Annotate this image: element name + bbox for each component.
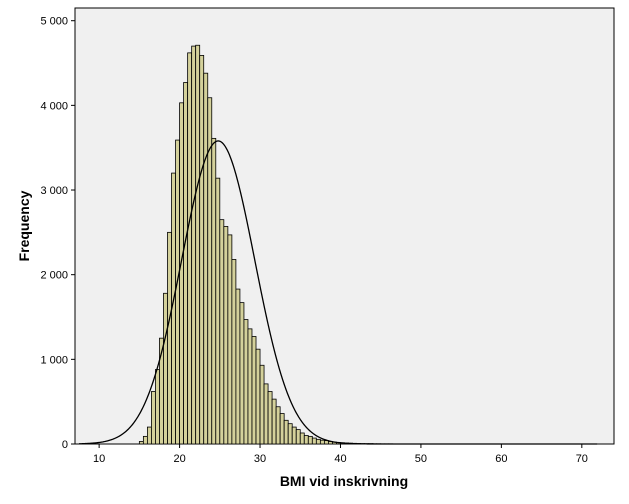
y-tick-label: 3 000 <box>40 185 68 197</box>
histogram-bar <box>283 419 289 445</box>
histogram-bar <box>235 288 241 445</box>
histogram-bar <box>255 348 261 445</box>
histogram-bar <box>227 234 233 445</box>
histogram-bar <box>303 435 309 445</box>
histogram-bar <box>247 328 253 445</box>
histogram-bar <box>263 383 269 445</box>
x-axis-title: BMI vid inskrivning <box>280 473 408 489</box>
y-axis: 0 1 000 2 000 3 000 4 000 5 000 <box>40 16 75 451</box>
x-tick-label: 10 <box>93 453 105 465</box>
histogram-bar <box>243 319 249 445</box>
y-tick-label: 2 000 <box>40 270 68 282</box>
histogram-bar <box>175 139 180 445</box>
histogram-bar <box>291 426 297 445</box>
histogram-bar <box>231 259 237 445</box>
histogram-bar <box>319 439 325 445</box>
x-tick-label: 50 <box>415 453 427 465</box>
histogram-bar <box>251 336 257 445</box>
histogram-bar <box>183 82 189 445</box>
normal-curve <box>79 140 598 445</box>
histogram-bar <box>299 432 305 445</box>
histogram-bar <box>295 429 301 445</box>
histogram-bar <box>203 72 209 445</box>
histogram-bar <box>215 177 221 445</box>
x-tick-label: 20 <box>173 453 185 465</box>
y-tick-label: 4 000 <box>40 100 68 112</box>
x-tick-label: 30 <box>254 453 266 465</box>
histogram-bar <box>191 45 197 445</box>
histogram-bar <box>187 52 193 445</box>
histogram-bar <box>239 302 245 445</box>
histogram-bar <box>279 413 285 445</box>
histogram-bar <box>179 102 185 445</box>
histogram-bar <box>146 426 152 445</box>
histogram-bars <box>138 44 422 445</box>
y-tick-label: 1 000 <box>40 354 68 366</box>
histogram-bar <box>315 438 321 445</box>
histogram-bar <box>195 44 201 445</box>
histogram-bar <box>155 369 160 445</box>
histogram-bar <box>259 364 265 445</box>
histogram-bar <box>199 55 205 445</box>
y-axis-title: Frequency <box>16 190 32 261</box>
histogram-bar <box>151 391 156 445</box>
histogram-bar <box>223 226 229 445</box>
y-tick-label: 0 <box>62 439 68 451</box>
histogram-bar <box>142 435 148 445</box>
histogram-bar <box>307 435 313 445</box>
histogram-bar <box>211 137 217 445</box>
x-axis: 10 20 30 40 50 60 70 <box>93 444 588 465</box>
histogram-bar <box>311 437 317 445</box>
histogram-bar <box>163 292 168 445</box>
histogram-bar <box>219 219 225 445</box>
histogram-bar <box>287 423 293 445</box>
histogram-bar <box>267 391 273 445</box>
x-tick-label: 40 <box>334 453 346 465</box>
histogram-bar <box>271 398 277 445</box>
histogram-bar <box>167 231 172 445</box>
y-tick-label: 5 000 <box>40 16 68 28</box>
histogram-bar <box>275 406 281 445</box>
x-tick-label: 70 <box>576 453 588 465</box>
histogram-bar <box>138 441 144 445</box>
x-tick-label: 60 <box>495 453 507 465</box>
